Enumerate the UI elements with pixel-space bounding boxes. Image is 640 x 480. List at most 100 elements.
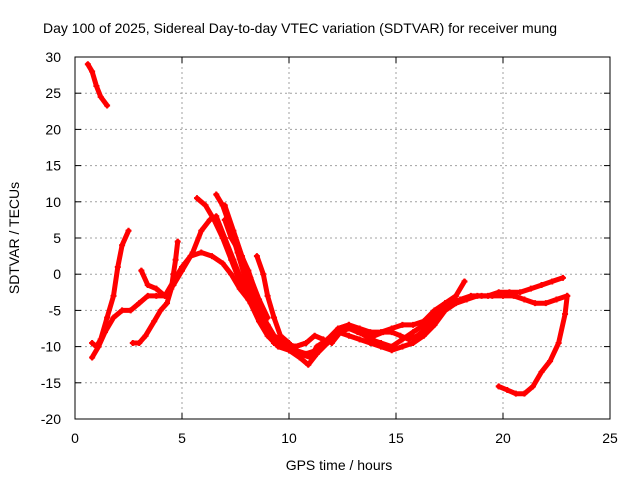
- data-point-marker: [189, 249, 196, 256]
- data-point-marker: [144, 282, 151, 289]
- data-point-marker: [172, 256, 179, 263]
- y-tick-label: 5: [53, 230, 61, 246]
- x-tick-label: 20: [495, 430, 511, 446]
- data-point-marker: [303, 350, 310, 357]
- data-point-marker: [420, 332, 427, 339]
- data-point-marker: [399, 336, 406, 343]
- y-tick-label: 30: [45, 49, 61, 65]
- data-point-marker: [119, 307, 126, 314]
- data-point-marker: [431, 307, 438, 314]
- data-point-marker: [521, 390, 528, 397]
- data-point-marker: [232, 235, 239, 241]
- data-point-marker: [495, 289, 502, 296]
- data-point-marker: [125, 227, 132, 234]
- y-tick-label: -5: [49, 302, 62, 318]
- data-point-marker: [193, 195, 200, 202]
- y-tick-label: -15: [41, 375, 61, 391]
- series-line-track-11: [254, 253, 292, 346]
- data-point-marker: [256, 303, 263, 310]
- data-point-marker: [104, 102, 111, 109]
- data-point-marker: [292, 343, 299, 350]
- data-point-marker: [564, 292, 571, 299]
- series-line-track-12: [496, 293, 570, 397]
- data-point-marker: [271, 314, 278, 321]
- data-point-marker: [542, 300, 549, 307]
- data-point-marker: [219, 260, 226, 267]
- data-point-marker: [504, 387, 511, 394]
- data-point-marker: [95, 343, 102, 350]
- data-point-marker: [264, 325, 271, 332]
- series-line-track-4: [130, 239, 181, 346]
- grid: [75, 57, 610, 419]
- data-point-marker: [345, 321, 352, 328]
- data-point-marker: [161, 292, 168, 299]
- data-point-marker: [230, 227, 237, 234]
- y-tick-label: 20: [45, 121, 61, 137]
- data-point-marker: [174, 238, 181, 245]
- data-point-marker: [461, 278, 468, 285]
- data-point-marker: [547, 358, 554, 365]
- data-point-marker: [420, 318, 427, 325]
- data-point-marker: [89, 68, 96, 75]
- x-axis-label: GPS time / hours: [286, 457, 393, 473]
- data-point-marker: [356, 336, 363, 343]
- data-point-marker: [529, 383, 536, 390]
- data-point-marker: [388, 343, 395, 350]
- data-point-marker: [170, 282, 177, 289]
- data-point-marker: [157, 307, 164, 314]
- data-point-marker: [399, 321, 406, 328]
- data-point-marker: [144, 292, 151, 299]
- data-point-marker: [273, 339, 280, 346]
- data-point-marker: [311, 332, 318, 339]
- data-point-marker: [555, 339, 562, 346]
- data-point-marker: [104, 314, 111, 321]
- data-point-marker: [277, 332, 284, 339]
- data-point-marker: [236, 278, 243, 285]
- data-point-marker: [101, 329, 108, 336]
- data-point-marker: [367, 336, 374, 343]
- data-point-marker: [303, 339, 310, 346]
- data-point-marker: [138, 267, 145, 274]
- data-point-marker: [202, 202, 209, 209]
- data-point-marker: [136, 300, 143, 307]
- x-tick-label: 0: [71, 430, 79, 446]
- data-point-marker: [89, 339, 96, 346]
- data-point-marker: [221, 216, 228, 223]
- data-point-marker: [559, 274, 566, 281]
- data-point-marker: [410, 339, 417, 346]
- data-point-marker: [517, 289, 524, 296]
- y-tick-label: 25: [45, 85, 61, 101]
- data-point-marker: [151, 318, 158, 325]
- series-group: [84, 61, 571, 397]
- y-tick-label: 0: [53, 266, 61, 282]
- data-point-marker: [506, 289, 513, 296]
- data-point-marker: [378, 339, 385, 346]
- data-point-marker: [164, 300, 171, 307]
- x-tick-label: 5: [178, 430, 186, 446]
- data-point-marker: [127, 307, 134, 314]
- data-point-marker: [442, 307, 449, 314]
- x-tick-label: 25: [602, 430, 618, 446]
- y-tick-label: -20: [41, 411, 61, 427]
- data-point-marker: [356, 325, 363, 332]
- data-point-marker: [93, 82, 100, 89]
- data-point-marker: [97, 93, 104, 100]
- data-point-marker: [549, 278, 556, 285]
- data-point-marker: [345, 332, 352, 339]
- data-point-marker: [452, 296, 459, 303]
- data-point-marker: [264, 292, 271, 299]
- data-point-marker: [136, 339, 143, 346]
- y-tick-label: 15: [45, 158, 61, 174]
- data-point-marker: [247, 278, 254, 285]
- ticks: 0 5 10 15 20 25 -20 -15 -10 -5 0 5 10 15 20 25 30: [41, 49, 618, 446]
- data-point-marker: [228, 271, 235, 278]
- data-point-marker: [474, 292, 481, 299]
- data-point-marker: [485, 292, 492, 299]
- data-point-marker: [198, 249, 205, 256]
- data-point-marker: [245, 296, 252, 303]
- data-point-marker: [442, 300, 449, 307]
- data-point-marker: [562, 311, 569, 318]
- data-point-marker: [532, 300, 539, 307]
- data-point-marker: [114, 263, 121, 270]
